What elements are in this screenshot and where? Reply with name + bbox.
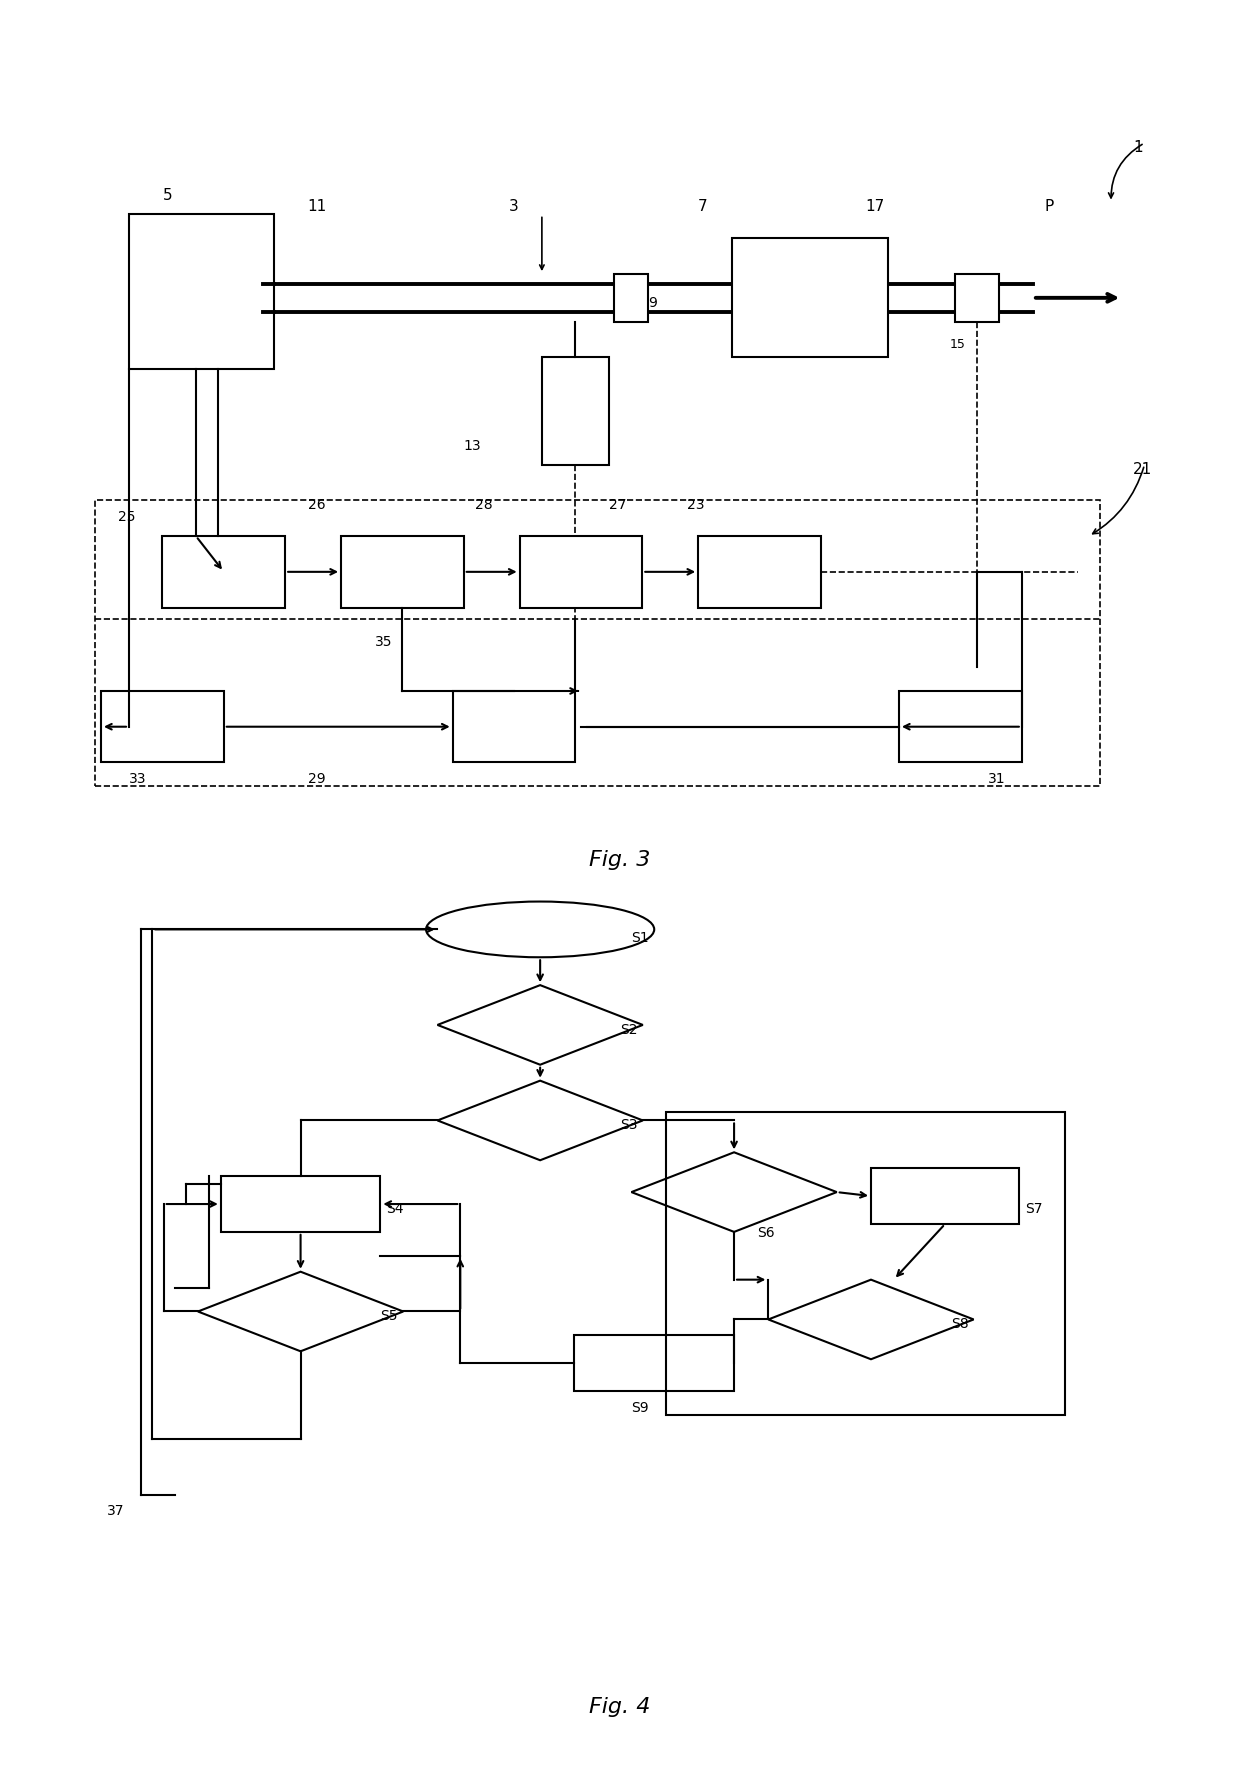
Bar [129,214,274,370]
Text: S4: S4 [386,1203,404,1215]
Text: 7: 7 [698,200,708,214]
Text: 31: 31 [988,772,1006,786]
Text: S9: S9 [631,1401,649,1415]
Text: Fig. 4: Fig. 4 [589,1698,651,1717]
Text: 29: 29 [308,772,325,786]
Bar [102,692,223,763]
Text: S6: S6 [756,1226,775,1240]
Text: S5: S5 [381,1310,398,1324]
Bar [221,1176,381,1231]
Text: S7: S7 [1025,1203,1043,1215]
Text: 17: 17 [866,200,885,214]
Polygon shape [769,1279,973,1360]
Text: 1: 1 [1133,139,1143,155]
Text: 23: 23 [687,499,704,513]
Text: 13: 13 [464,438,481,452]
Text: 33: 33 [129,772,146,786]
Text: 11: 11 [308,200,327,214]
Polygon shape [198,1272,403,1351]
Text: P: P [1044,200,1053,214]
Bar [453,692,575,763]
Polygon shape [438,1081,642,1160]
Bar [542,357,609,465]
Text: 3: 3 [508,200,518,214]
Text: 21: 21 [1133,461,1153,477]
Bar [162,536,285,608]
Bar [899,692,1022,763]
Bar [95,500,1100,786]
Text: 28: 28 [475,499,492,513]
Text: 15: 15 [950,338,965,352]
Bar [574,1335,734,1390]
Text: S1: S1 [631,931,649,945]
Polygon shape [631,1153,837,1231]
Ellipse shape [427,901,655,958]
Text: S3: S3 [620,1119,637,1133]
Polygon shape [438,985,642,1065]
Bar [732,238,888,357]
Text: S2: S2 [620,1022,637,1036]
Text: 37: 37 [107,1505,124,1519]
Text: 5: 5 [162,188,172,202]
Text: Fig. 3: Fig. 3 [589,849,651,870]
Text: 27: 27 [609,499,626,513]
Bar [614,273,647,322]
Bar [698,536,821,608]
Text: 26: 26 [308,499,325,513]
Text: 35: 35 [374,634,392,649]
Bar [520,536,642,608]
Bar [870,1169,1019,1224]
Text: 9: 9 [647,295,657,309]
Bar [341,536,464,608]
Text: 25: 25 [118,509,135,524]
Text: S8: S8 [951,1317,968,1331]
Bar [666,1113,1065,1415]
Bar [955,273,999,322]
